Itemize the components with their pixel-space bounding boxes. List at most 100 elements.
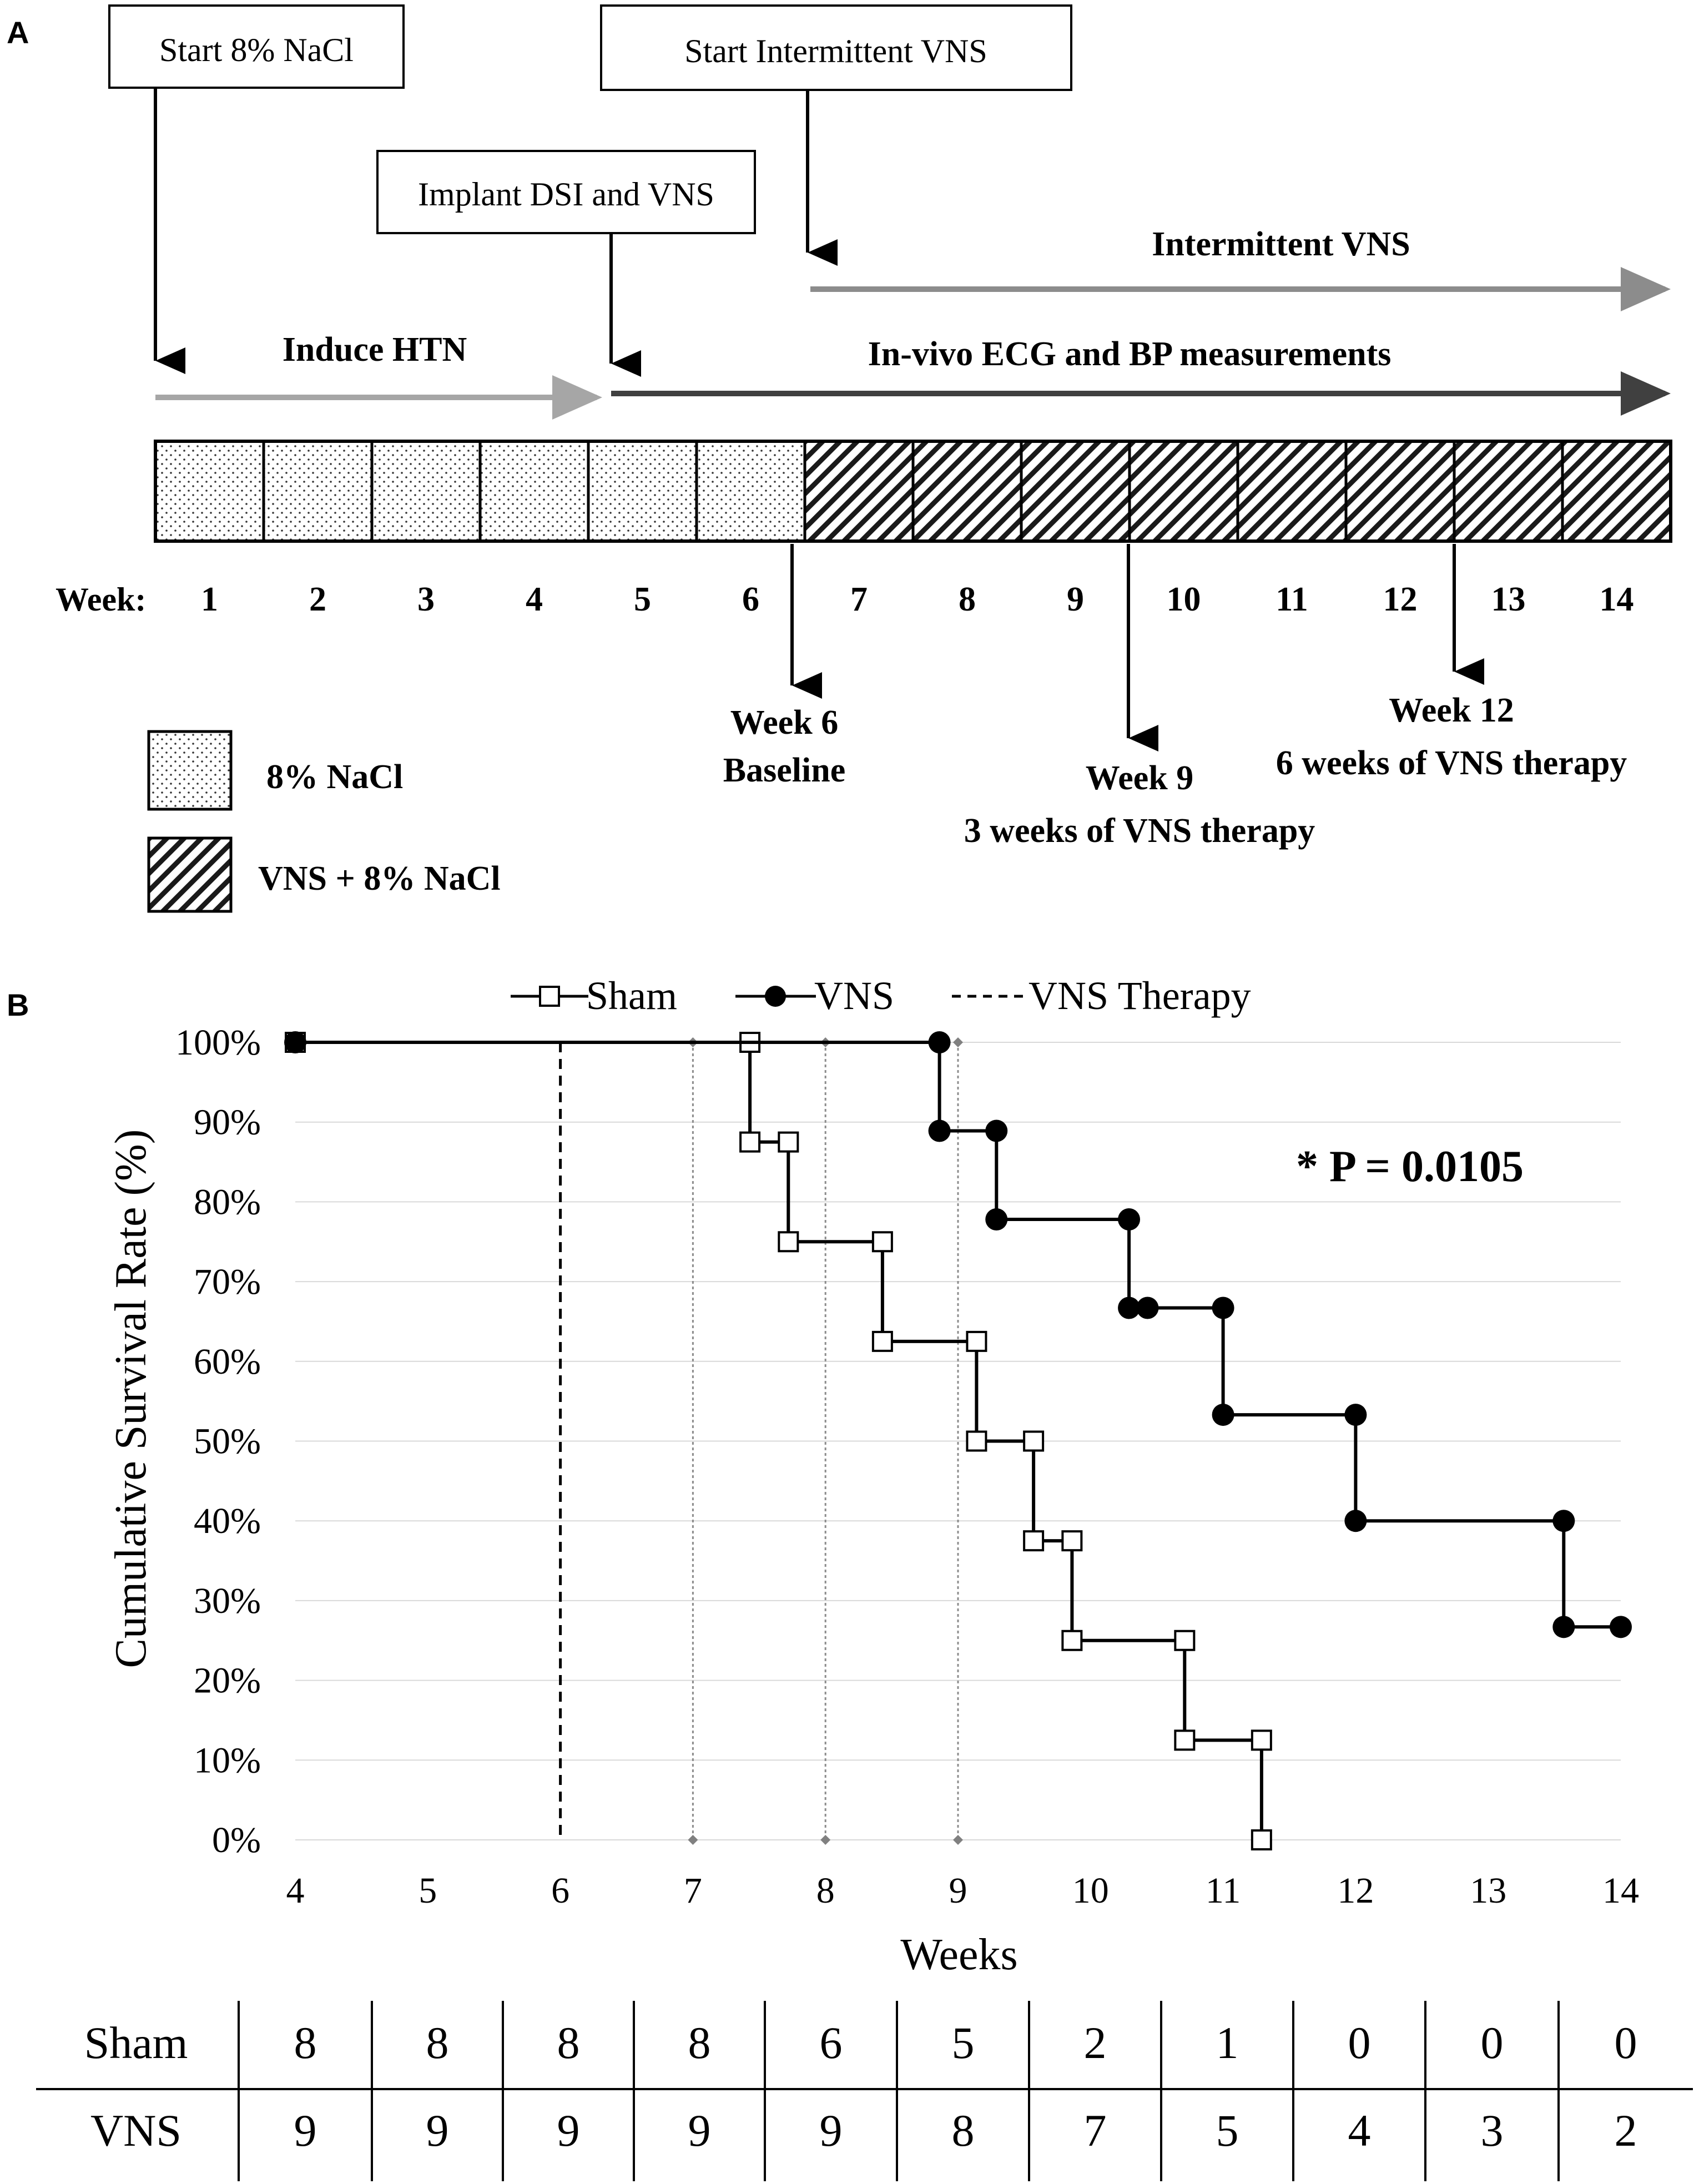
sham-point bbox=[1061, 1530, 1083, 1552]
risk-table: Sham 8 8 8 8 6 5 2 1 0 0 0 VNS 9 9 9 9 9 8 7 5 4 3 2 bbox=[36, 2001, 1693, 2181]
legend-vns-marker bbox=[765, 986, 786, 1007]
y-tick-label: 70% bbox=[194, 1262, 261, 1302]
sham-point bbox=[871, 1330, 893, 1352]
sham-point bbox=[1174, 1729, 1196, 1751]
week-bar-outline bbox=[154, 440, 1672, 543]
risk-row-label-vns: VNS bbox=[90, 2105, 182, 2156]
sham-point bbox=[871, 1231, 893, 1253]
legend-therapy-label: VNS Therapy bbox=[1029, 974, 1251, 1018]
risk-cell: 2 bbox=[1084, 2017, 1107, 2068]
vns-point bbox=[928, 1031, 951, 1053]
week6-marker-line2: Baseline bbox=[723, 751, 845, 789]
vns-point bbox=[985, 1208, 1008, 1231]
risk-cell: 4 bbox=[1348, 2105, 1371, 2156]
risk-cell: 8 bbox=[426, 2017, 449, 2068]
legend-sham-marker bbox=[539, 986, 560, 1007]
risk-cell: 6 bbox=[820, 2017, 843, 2068]
risk-cell: 8 bbox=[688, 2017, 711, 2068]
y-tick-label: 10% bbox=[194, 1740, 261, 1781]
week9-marker-line2: 3 weeks of VNS therapy bbox=[964, 812, 1315, 850]
week-label-11: 11 bbox=[1275, 581, 1308, 618]
x-tick-label: 4 bbox=[286, 1870, 305, 1911]
start-nacl-label: Start 8% NaCl bbox=[159, 32, 354, 68]
sham-point bbox=[739, 1131, 761, 1153]
risk-cell: 3 bbox=[1481, 2105, 1504, 2156]
series-sham bbox=[285, 1032, 1272, 1850]
week-label-5: 5 bbox=[634, 581, 651, 618]
week-cell-10 bbox=[1128, 440, 1239, 543]
vns-point bbox=[1552, 1616, 1575, 1638]
week-label-1: 1 bbox=[201, 581, 218, 618]
week12-marker-line2: 6 weeks of VNS therapy bbox=[1276, 744, 1627, 782]
vns-point bbox=[1118, 1208, 1141, 1231]
y-tick-label: 40% bbox=[194, 1501, 261, 1541]
vns-point bbox=[1118, 1297, 1141, 1319]
risk-cell: 5 bbox=[952, 2017, 975, 2068]
reference-diamond bbox=[820, 1835, 831, 1845]
week-label-3: 3 bbox=[417, 581, 435, 618]
panel-label-b: B bbox=[7, 987, 29, 1022]
chart-series bbox=[284, 1031, 1632, 1850]
risk-cell: 8 bbox=[294, 2017, 317, 2068]
sham-point bbox=[1023, 1530, 1045, 1552]
risk-cell: 1 bbox=[1216, 2017, 1239, 2068]
week-cell-13 bbox=[1453, 440, 1564, 543]
panel-label-a: A bbox=[7, 15, 29, 50]
y-tick-label: 20% bbox=[194, 1661, 261, 1701]
risk-cell: 9 bbox=[820, 2105, 843, 2156]
implant-label: Implant DSI and VNS bbox=[418, 176, 714, 213]
chart-y-tick-labels: 0% 10% 20% 30% 40% 50% 60% 70% 80% 90% 100% bbox=[175, 1022, 261, 1860]
chart-annotation: * P = 0.0105 bbox=[1296, 1142, 1524, 1191]
chart-y-label: Cumulative Survival Rate (%) bbox=[107, 1129, 155, 1668]
x-tick-label: 8 bbox=[816, 1870, 835, 1911]
legend-dotted-swatch bbox=[147, 730, 233, 811]
week-cell-14 bbox=[1561, 440, 1672, 543]
vns-point bbox=[1212, 1404, 1234, 1426]
week-label-13: 13 bbox=[1491, 581, 1526, 618]
sham-point bbox=[966, 1430, 987, 1452]
sham-point bbox=[778, 1231, 799, 1253]
risk-cell: 9 bbox=[557, 2105, 580, 2156]
legend-sham-label: Sham bbox=[586, 974, 677, 1018]
sham-point bbox=[778, 1131, 799, 1153]
week9-marker-line1: Week 9 bbox=[1086, 759, 1194, 797]
risk-cell: 7 bbox=[1084, 2105, 1107, 2156]
sham-point bbox=[1251, 1829, 1272, 1850]
sham-point bbox=[1174, 1630, 1196, 1651]
legend-dotted-label: 8% NaCl bbox=[266, 758, 403, 796]
week-label-4: 4 bbox=[526, 581, 543, 618]
week-cell-3 bbox=[370, 440, 482, 543]
x-tick-label: 11 bbox=[1206, 1870, 1241, 1911]
week-cells bbox=[154, 440, 1672, 543]
sham-point bbox=[1251, 1729, 1272, 1751]
chart-x-tick-labels: 4 5 6 7 8 9 10 11 12 13 14 bbox=[286, 1870, 1640, 1911]
risk-cell: 8 bbox=[557, 2017, 580, 2068]
sham-point bbox=[966, 1330, 987, 1352]
y-tick-label: 100% bbox=[175, 1022, 261, 1063]
week-label-6: 6 bbox=[742, 581, 759, 618]
vns-point bbox=[284, 1031, 306, 1053]
week-label-14: 14 bbox=[1600, 581, 1634, 618]
week-label-7: 7 bbox=[850, 581, 868, 618]
x-tick-label: 9 bbox=[949, 1870, 967, 1911]
risk-cell: 0 bbox=[1348, 2017, 1371, 2068]
week-label-12: 12 bbox=[1383, 581, 1418, 618]
vns-point bbox=[1344, 1510, 1367, 1532]
y-tick-label: 0% bbox=[212, 1820, 261, 1860]
week-cell-11 bbox=[1236, 440, 1348, 543]
week-cell-9 bbox=[1020, 440, 1131, 543]
reference-diamond bbox=[688, 1835, 698, 1845]
reference-diamond bbox=[953, 1037, 963, 1047]
chart-reference-lines bbox=[559, 1037, 963, 1845]
week-cell-6 bbox=[695, 440, 806, 543]
y-tick-label: 60% bbox=[194, 1341, 261, 1382]
risk-cell: 9 bbox=[426, 2105, 449, 2156]
week-label-2: 2 bbox=[309, 581, 326, 618]
implant-box bbox=[376, 150, 756, 234]
week-cell-4 bbox=[478, 440, 590, 543]
y-tick-label: 80% bbox=[194, 1182, 261, 1222]
series-vns bbox=[284, 1031, 1632, 1638]
y-tick-label: 50% bbox=[194, 1421, 261, 1462]
week-prefix: Week: bbox=[56, 581, 146, 618]
x-tick-label: 10 bbox=[1072, 1870, 1109, 1911]
